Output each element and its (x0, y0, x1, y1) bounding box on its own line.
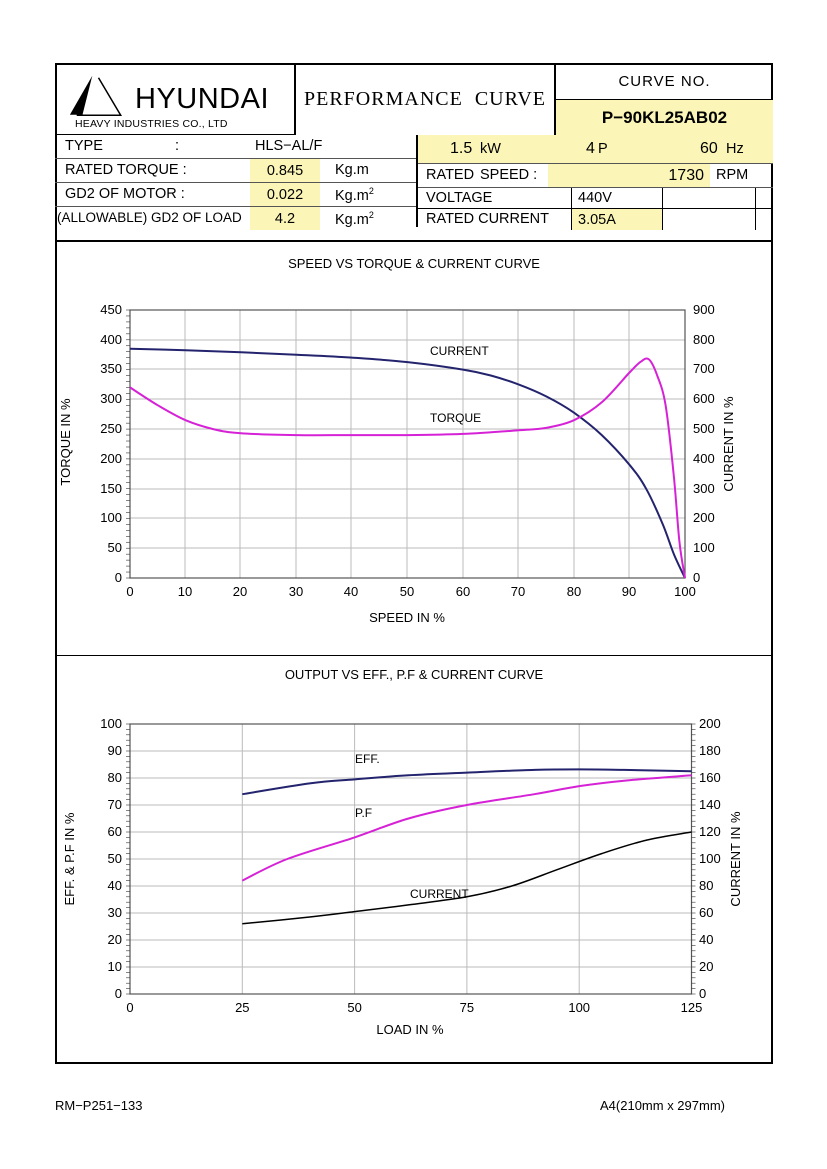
svg-text:100: 100 (100, 716, 122, 731)
svg-text:EFF. & P.F IN %: EFF. & P.F IN % (62, 812, 77, 905)
svg-text:70: 70 (108, 797, 122, 812)
svg-text:80: 80 (699, 878, 713, 893)
svg-text:25: 25 (235, 1000, 249, 1015)
svg-text:P.F: P.F (355, 806, 372, 820)
svg-text:CURRENT IN %: CURRENT IN % (728, 811, 743, 907)
svg-text:180: 180 (699, 743, 721, 758)
svg-text:50: 50 (347, 1000, 361, 1015)
svg-text:200: 200 (699, 716, 721, 731)
svg-text:20: 20 (108, 932, 122, 947)
svg-text:EFF.: EFF. (355, 752, 380, 766)
svg-text:20: 20 (699, 959, 713, 974)
svg-text:160: 160 (699, 770, 721, 785)
svg-text:10: 10 (108, 959, 122, 974)
svg-text:80: 80 (108, 770, 122, 785)
svg-text:75: 75 (460, 1000, 474, 1015)
svg-text:120: 120 (699, 824, 721, 839)
svg-text:40: 40 (108, 878, 122, 893)
svg-text:OUTPUT VS EFF., P.F & CURRENT: OUTPUT VS EFF., P.F & CURRENT CURVE (285, 667, 544, 682)
svg-text:0: 0 (126, 1000, 133, 1015)
svg-text:40: 40 (699, 932, 713, 947)
svg-text:60: 60 (699, 905, 713, 920)
svg-text:0: 0 (699, 986, 706, 1001)
svg-text:60: 60 (108, 824, 122, 839)
svg-text:30: 30 (108, 905, 122, 920)
svg-text:50: 50 (108, 851, 122, 866)
svg-text:125: 125 (681, 1000, 703, 1015)
svg-text:0: 0 (115, 986, 122, 1001)
svg-text:90: 90 (108, 743, 122, 758)
svg-text:100: 100 (568, 1000, 590, 1015)
svg-text:LOAD IN %: LOAD IN % (376, 1022, 444, 1037)
svg-text:CURRENT: CURRENT (410, 887, 469, 901)
svg-text:100: 100 (699, 851, 721, 866)
svg-text:140: 140 (699, 797, 721, 812)
